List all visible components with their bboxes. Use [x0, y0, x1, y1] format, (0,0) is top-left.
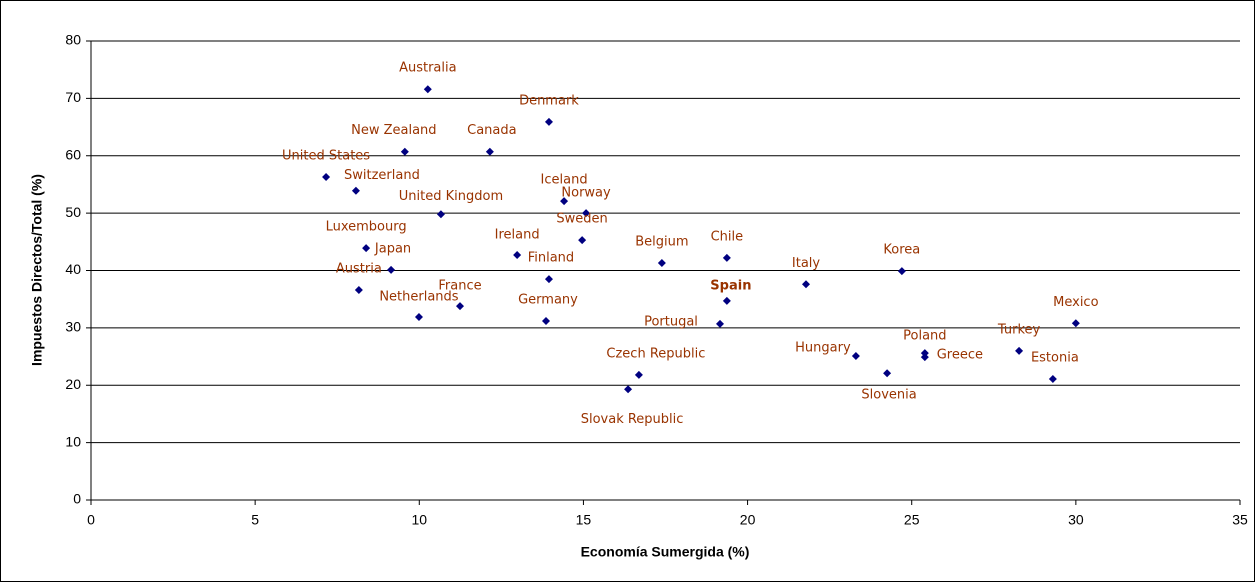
y-tick-label: 40 [65, 261, 81, 277]
point-label: Mexico [1053, 295, 1098, 310]
marker [897, 267, 906, 276]
point-label: Canada [467, 123, 516, 138]
marker [920, 349, 929, 358]
marker [582, 209, 591, 218]
point-label: Netherlands [379, 289, 458, 304]
x-tick-label: 25 [904, 512, 920, 528]
marker [722, 296, 731, 305]
point-label: Spain [710, 278, 751, 293]
marker [883, 369, 892, 378]
marker [544, 275, 553, 284]
point-label: Germany [518, 292, 578, 307]
y-tick-label: 50 [65, 204, 81, 220]
point-label: United States [282, 148, 370, 163]
point-label: Korea [883, 243, 920, 258]
point-label: Hungary [795, 340, 851, 355]
marker [362, 244, 371, 253]
point-label: Iceland [541, 173, 588, 188]
marker [354, 286, 363, 295]
point-label: Austria [336, 262, 382, 277]
point-label: Slovenia [861, 388, 916, 403]
point-label: Turkey [997, 322, 1041, 337]
y-tick-label: 80 [65, 32, 81, 48]
y-tick-label: 10 [65, 433, 81, 449]
point-label: Italy [792, 256, 821, 271]
point-label: Sweden [556, 212, 607, 227]
marker [560, 197, 569, 206]
marker [400, 147, 409, 156]
y-tick-label: 30 [65, 319, 81, 335]
point-label: Slovak Republic [581, 412, 684, 427]
y-tick-label: 20 [65, 376, 81, 392]
marker [423, 85, 432, 94]
y-tick-label: 60 [65, 146, 81, 162]
point-label: Poland [903, 329, 946, 344]
marker [1071, 319, 1080, 328]
marker [436, 210, 445, 219]
marker [802, 280, 811, 289]
marker [351, 186, 360, 195]
marker [455, 302, 464, 311]
point-label: Estonia [1031, 350, 1079, 365]
marker [322, 172, 331, 181]
point-label: Switzerland [344, 168, 420, 183]
point-label: Greece [937, 348, 983, 363]
marker [634, 370, 643, 379]
marker [624, 385, 633, 394]
marker [851, 351, 860, 360]
x-tick-label: 0 [87, 512, 95, 528]
x-tick-label: 5 [251, 512, 259, 528]
marker [1015, 346, 1024, 355]
x-tick-label: 15 [576, 512, 592, 528]
point-label: Ireland [495, 228, 540, 243]
marker [387, 265, 396, 274]
marker [513, 251, 522, 260]
point-label: Finland [528, 251, 574, 266]
marker [1048, 374, 1057, 383]
point-label: Czech Republic [606, 346, 705, 361]
x-tick-label: 20 [740, 512, 756, 528]
marker [544, 117, 553, 126]
marker [657, 259, 666, 268]
marker [722, 253, 731, 262]
y-axis-title: Impuestos Directos/Total (%) [29, 174, 45, 366]
y-tick-label: 0 [73, 491, 81, 507]
point-label: Norway [561, 186, 611, 201]
marker [542, 316, 551, 325]
marker [715, 319, 724, 328]
marker [414, 312, 423, 321]
point-label: Australia [399, 61, 457, 76]
point-label: Denmark [519, 93, 579, 108]
point-label: United Kingdom [399, 189, 503, 204]
point-label: Japan [374, 241, 411, 256]
x-tick-label: 35 [1232, 512, 1248, 528]
x-tick-label: 30 [1068, 512, 1084, 528]
point-label: Chile [711, 229, 744, 244]
marker [920, 353, 929, 362]
marker [578, 236, 587, 245]
point-label: Luxembourg [326, 220, 407, 235]
y-tick-label: 70 [65, 89, 81, 105]
point-label: France [438, 279, 481, 294]
point-label: Portugal [644, 314, 698, 329]
x-tick-label: 10 [411, 512, 427, 528]
point-label: New Zealand [351, 123, 436, 138]
marker [485, 147, 494, 156]
point-label: Belgium [635, 235, 688, 250]
x-axis-title: Economía Sumergida (%) [581, 544, 750, 560]
